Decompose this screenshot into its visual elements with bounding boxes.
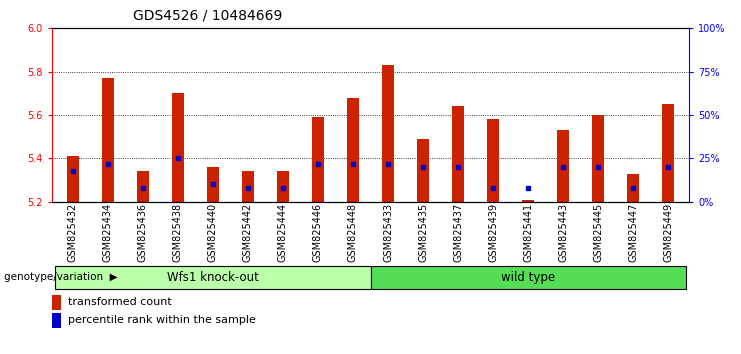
Bar bbox=[137, 171, 149, 202]
Text: GSM825443: GSM825443 bbox=[558, 203, 568, 262]
Bar bbox=[557, 130, 569, 202]
Text: genotype/variation  ▶: genotype/variation ▶ bbox=[4, 272, 117, 282]
Bar bbox=[382, 65, 394, 202]
Text: GSM825433: GSM825433 bbox=[383, 203, 393, 262]
Text: GSM825449: GSM825449 bbox=[663, 203, 673, 262]
Text: GSM825440: GSM825440 bbox=[208, 203, 218, 262]
Text: GSM825446: GSM825446 bbox=[313, 203, 323, 262]
Bar bbox=[417, 139, 429, 202]
Bar bbox=[627, 173, 639, 202]
Text: GSM825447: GSM825447 bbox=[628, 203, 638, 262]
Text: wild type: wild type bbox=[501, 270, 555, 284]
Bar bbox=[277, 171, 289, 202]
Text: GSM825435: GSM825435 bbox=[418, 203, 428, 262]
Text: GSM825436: GSM825436 bbox=[138, 203, 148, 262]
Bar bbox=[242, 171, 254, 202]
Bar bbox=[452, 107, 464, 202]
Text: GSM825439: GSM825439 bbox=[488, 203, 498, 262]
Text: Wfs1 knock-out: Wfs1 knock-out bbox=[167, 270, 259, 284]
Bar bbox=[67, 156, 79, 202]
Text: GDS4526 / 10484669: GDS4526 / 10484669 bbox=[133, 9, 283, 23]
Text: GSM825448: GSM825448 bbox=[348, 203, 358, 262]
Bar bbox=[487, 119, 499, 202]
Text: GSM825438: GSM825438 bbox=[173, 203, 183, 262]
Bar bbox=[172, 93, 184, 202]
Bar bbox=[662, 104, 674, 202]
Text: GSM825442: GSM825442 bbox=[243, 203, 253, 262]
Bar bbox=[52, 313, 62, 328]
Bar bbox=[207, 167, 219, 202]
Text: GSM825441: GSM825441 bbox=[523, 203, 533, 262]
Text: GSM825437: GSM825437 bbox=[453, 203, 463, 262]
Text: GSM825444: GSM825444 bbox=[278, 203, 288, 262]
Text: transformed count: transformed count bbox=[68, 297, 172, 307]
Bar bbox=[592, 115, 604, 202]
Text: percentile rank within the sample: percentile rank within the sample bbox=[68, 315, 256, 325]
Bar bbox=[312, 117, 324, 202]
Bar bbox=[56, 266, 370, 289]
Bar bbox=[522, 200, 534, 202]
Bar bbox=[102, 78, 114, 202]
Text: GSM825432: GSM825432 bbox=[68, 203, 78, 262]
Bar bbox=[347, 98, 359, 202]
Text: GSM825445: GSM825445 bbox=[593, 203, 603, 262]
Bar bbox=[52, 295, 62, 309]
Text: GSM825434: GSM825434 bbox=[103, 203, 113, 262]
Bar bbox=[370, 266, 685, 289]
